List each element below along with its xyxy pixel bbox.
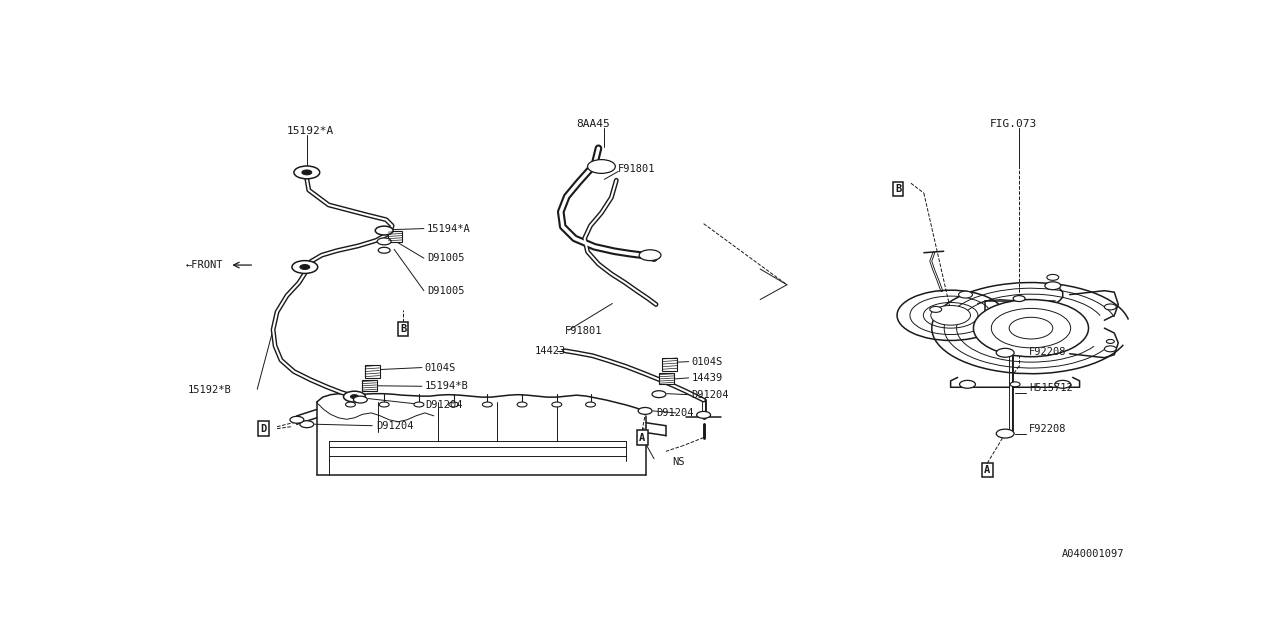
Text: D91204: D91204 xyxy=(376,420,413,431)
Circle shape xyxy=(929,307,942,312)
Circle shape xyxy=(991,308,1070,348)
Circle shape xyxy=(1044,282,1061,290)
Circle shape xyxy=(652,390,666,397)
Text: 15192*A: 15192*A xyxy=(287,126,334,136)
Circle shape xyxy=(378,238,392,245)
Circle shape xyxy=(1047,275,1059,280)
Text: D91204: D91204 xyxy=(691,390,730,399)
Text: FIG.073: FIG.073 xyxy=(989,118,1037,129)
Circle shape xyxy=(639,250,660,260)
Circle shape xyxy=(1106,339,1115,344)
Text: 15194*B: 15194*B xyxy=(425,381,468,391)
Circle shape xyxy=(639,408,652,414)
Text: ←FRONT: ←FRONT xyxy=(186,260,224,270)
Text: 0104S: 0104S xyxy=(425,362,456,372)
Text: 14423: 14423 xyxy=(535,346,566,356)
Circle shape xyxy=(1009,317,1053,339)
Text: B: B xyxy=(895,184,901,194)
Bar xyxy=(388,231,402,242)
Circle shape xyxy=(552,402,562,407)
Circle shape xyxy=(346,402,356,407)
Circle shape xyxy=(375,226,393,235)
Bar xyxy=(365,365,380,378)
Circle shape xyxy=(996,429,1014,438)
Text: F92208: F92208 xyxy=(1029,347,1066,356)
Circle shape xyxy=(302,170,312,175)
Text: B: B xyxy=(399,324,406,334)
Circle shape xyxy=(996,348,1014,357)
Text: A: A xyxy=(984,465,991,475)
Text: D91204: D91204 xyxy=(425,399,462,410)
Circle shape xyxy=(1055,380,1070,388)
Circle shape xyxy=(351,395,358,399)
Circle shape xyxy=(960,380,975,388)
Text: A: A xyxy=(639,433,645,442)
Text: NS: NS xyxy=(672,457,685,467)
Circle shape xyxy=(300,420,314,428)
Text: A040001097: A040001097 xyxy=(1061,549,1124,559)
Text: D91204: D91204 xyxy=(657,408,694,418)
Circle shape xyxy=(379,402,389,407)
Circle shape xyxy=(1010,382,1020,387)
Circle shape xyxy=(1014,296,1025,301)
Circle shape xyxy=(974,300,1088,356)
Circle shape xyxy=(291,417,303,423)
Text: F91801: F91801 xyxy=(564,326,602,336)
Circle shape xyxy=(1105,346,1116,352)
Circle shape xyxy=(292,260,317,273)
Circle shape xyxy=(517,402,527,407)
Text: 8AA45: 8AA45 xyxy=(576,118,611,129)
Circle shape xyxy=(1105,304,1116,310)
Bar xyxy=(663,358,677,371)
Circle shape xyxy=(300,264,310,269)
Bar xyxy=(659,374,675,384)
Circle shape xyxy=(294,166,320,179)
Text: 15194*A: 15194*A xyxy=(426,223,471,234)
Circle shape xyxy=(696,412,710,419)
Circle shape xyxy=(379,247,390,253)
Text: F91801: F91801 xyxy=(618,164,655,175)
Circle shape xyxy=(588,159,616,173)
Text: D91005: D91005 xyxy=(426,253,465,263)
Text: 0104S: 0104S xyxy=(691,356,723,367)
Circle shape xyxy=(483,402,493,407)
Circle shape xyxy=(931,305,970,325)
Text: 15192*B: 15192*B xyxy=(188,385,232,396)
Circle shape xyxy=(585,402,595,407)
Circle shape xyxy=(449,402,458,407)
Text: H515712: H515712 xyxy=(1029,383,1073,393)
Text: 14439: 14439 xyxy=(691,373,723,383)
Bar xyxy=(362,380,376,391)
Text: D91005: D91005 xyxy=(426,285,465,296)
Circle shape xyxy=(959,291,973,298)
Circle shape xyxy=(343,391,365,402)
Text: F92208: F92208 xyxy=(1029,424,1066,434)
Circle shape xyxy=(413,402,424,407)
Text: D: D xyxy=(260,424,266,434)
Circle shape xyxy=(353,396,367,403)
